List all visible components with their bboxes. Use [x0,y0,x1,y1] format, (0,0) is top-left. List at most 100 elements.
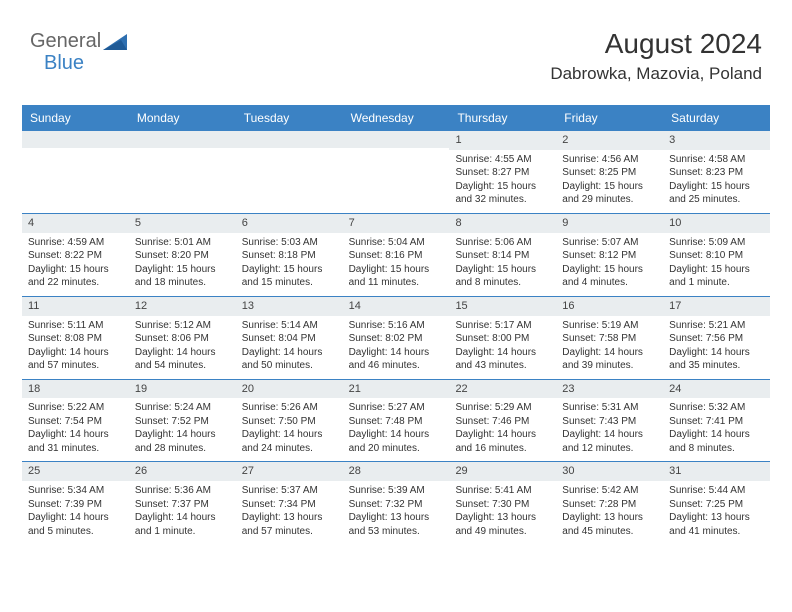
day-number: 28 [343,462,450,481]
sunset-text: Sunset: 8:00 PM [455,332,550,346]
calendar-week: 4Sunrise: 4:59 AMSunset: 8:22 PMDaylight… [22,213,770,296]
daylight-text: Daylight: 14 hours and 24 minutes. [242,428,337,455]
calendar-week: 11Sunrise: 5:11 AMSunset: 8:08 PMDayligh… [22,296,770,379]
sunset-text: Sunset: 8:16 PM [349,249,444,263]
daylight-text: Daylight: 14 hours and 12 minutes. [562,428,657,455]
sunrise-text: Sunrise: 5:26 AM [242,401,337,415]
sunrise-text: Sunrise: 5:44 AM [669,484,764,498]
sunrise-text: Sunrise: 5:29 AM [455,401,550,415]
daylight-text: Daylight: 15 hours and 15 minutes. [242,263,337,290]
calendar-cell: 26Sunrise: 5:36 AMSunset: 7:37 PMDayligh… [129,462,236,544]
weekday-fri: Friday [556,105,663,131]
calendar-cell: 23Sunrise: 5:31 AMSunset: 7:43 PMDayligh… [556,380,663,462]
sunset-text: Sunset: 8:25 PM [562,166,657,180]
calendar-cell: 24Sunrise: 5:32 AMSunset: 7:41 PMDayligh… [663,380,770,462]
calendar-cell: 14Sunrise: 5:16 AMSunset: 8:02 PMDayligh… [343,297,450,379]
sunset-text: Sunset: 8:23 PM [669,166,764,180]
calendar-cell: 31Sunrise: 5:44 AMSunset: 7:25 PMDayligh… [663,462,770,544]
sunrise-text: Sunrise: 5:03 AM [242,236,337,250]
sunset-text: Sunset: 7:37 PM [135,498,230,512]
calendar-cell: 29Sunrise: 5:41 AMSunset: 7:30 PMDayligh… [449,462,556,544]
sunset-text: Sunset: 7:43 PM [562,415,657,429]
day-number: 5 [129,214,236,233]
calendar-cell: 9Sunrise: 5:07 AMSunset: 8:12 PMDaylight… [556,214,663,296]
sunset-text: Sunset: 7:46 PM [455,415,550,429]
calendar-cell: 13Sunrise: 5:14 AMSunset: 8:04 PMDayligh… [236,297,343,379]
weekday-header: Sunday Monday Tuesday Wednesday Thursday… [22,105,770,131]
day-number: 20 [236,380,343,399]
location-subtitle: Dabrowka, Mazovia, Poland [550,64,762,84]
sunset-text: Sunset: 7:34 PM [242,498,337,512]
sunrise-text: Sunrise: 5:16 AM [349,319,444,333]
calendar-cell [22,131,129,213]
day-number: 15 [449,297,556,316]
daylight-text: Daylight: 13 hours and 53 minutes. [349,511,444,538]
daylight-text: Daylight: 14 hours and 50 minutes. [242,346,337,373]
day-number: 23 [556,380,663,399]
calendar-cell: 20Sunrise: 5:26 AMSunset: 7:50 PMDayligh… [236,380,343,462]
calendar-cell: 6 Sunrise: 5:03 AMSunset: 8:18 PMDaylight… [236,214,343,296]
sunrise-text: Sunrise: 4:59 AM [28,236,123,250]
sunrise-text: Sunrise: 5:27 AM [349,401,444,415]
day-number: 6 [236,214,343,233]
sunset-text: Sunset: 7:52 PM [135,415,230,429]
calendar-cell: 22Sunrise: 5:29 AMSunset: 7:46 PMDayligh… [449,380,556,462]
logo-triangle-icon [103,32,129,52]
sunrise-text: Sunrise: 5:01 AM [135,236,230,250]
daylight-text: Daylight: 14 hours and 16 minutes. [455,428,550,455]
sunset-text: Sunset: 8:06 PM [135,332,230,346]
calendar-cell: 21Sunrise: 5:27 AMSunset: 7:48 PMDayligh… [343,380,450,462]
calendar-cell: 3Sunrise: 4:58 AMSunset: 8:23 PMDaylight… [663,131,770,213]
day-number: 8 [449,214,556,233]
weekday-thu: Thursday [449,105,556,131]
daylight-text: Daylight: 13 hours and 57 minutes. [242,511,337,538]
day-number [22,131,129,148]
sunrise-text: Sunrise: 5:37 AM [242,484,337,498]
sunrise-text: Sunrise: 4:56 AM [562,153,657,167]
daylight-text: Daylight: 13 hours and 41 minutes. [669,511,764,538]
daylight-text: Daylight: 15 hours and 4 minutes. [562,263,657,290]
sunset-text: Sunset: 8:04 PM [242,332,337,346]
calendar-cell: 28 Sunrise: 5:39 AMSunset: 7:32 PMDayligh… [343,462,450,544]
calendar-cell: 7Sunrise: 5:04 AMSunset: 8:16 PMDaylight… [343,214,450,296]
day-number: 26 [129,462,236,481]
daylight-text: Daylight: 14 hours and 57 minutes. [28,346,123,373]
sunset-text: Sunset: 7:58 PM [562,332,657,346]
calendar-cell: 11Sunrise: 5:11 AMSunset: 8:08 PMDayligh… [22,297,129,379]
calendar-cell: 19Sunrise: 5:24 AMSunset: 7:52 PMDayligh… [129,380,236,462]
day-number: 14 [343,297,450,316]
sunset-text: Sunset: 8:22 PM [28,249,123,263]
calendar-cell: 18Sunrise: 5:22 AMSunset: 7:54 PMDayligh… [22,380,129,462]
sunset-text: Sunset: 7:28 PM [562,498,657,512]
logo-text-blue: Blue [44,52,84,75]
sunset-text: Sunset: 7:32 PM [349,498,444,512]
sunrise-text: Sunrise: 4:55 AM [455,153,550,167]
calendar-cell [343,131,450,213]
day-number: 25 [22,462,129,481]
sunset-text: Sunset: 7:39 PM [28,498,123,512]
daylight-text: Daylight: 14 hours and 35 minutes. [669,346,764,373]
daylight-text: Daylight: 14 hours and 31 minutes. [28,428,123,455]
daylight-text: Daylight: 15 hours and 25 minutes. [669,180,764,207]
sunrise-text: Sunrise: 5:39 AM [349,484,444,498]
daylight-text: Daylight: 15 hours and 1 minute. [669,263,764,290]
sunrise-text: Sunrise: 5:22 AM [28,401,123,415]
day-number: 19 [129,380,236,399]
day-number: 27 [236,462,343,481]
day-number: 1 [449,131,556,150]
calendar-cell [129,131,236,213]
sunset-text: Sunset: 8:10 PM [669,249,764,263]
calendar-week: 1Sunrise: 4:55 AMSunset: 8:27 PMDaylight… [22,131,770,213]
daylight-text: Daylight: 15 hours and 29 minutes. [562,180,657,207]
sunset-text: Sunset: 8:18 PM [242,249,337,263]
day-number [236,131,343,148]
sunrise-text: Sunrise: 5:07 AM [562,236,657,250]
sunset-text: Sunset: 8:20 PM [135,249,230,263]
sunset-text: Sunset: 8:02 PM [349,332,444,346]
sunrise-text: Sunrise: 5:09 AM [669,236,764,250]
day-number: 31 [663,462,770,481]
weekday-wed: Wednesday [343,105,450,131]
calendar-cell: 8Sunrise: 5:06 AMSunset: 8:14 PMDaylight… [449,214,556,296]
weekday-sun: Sunday [22,105,129,131]
sunset-text: Sunset: 8:14 PM [455,249,550,263]
